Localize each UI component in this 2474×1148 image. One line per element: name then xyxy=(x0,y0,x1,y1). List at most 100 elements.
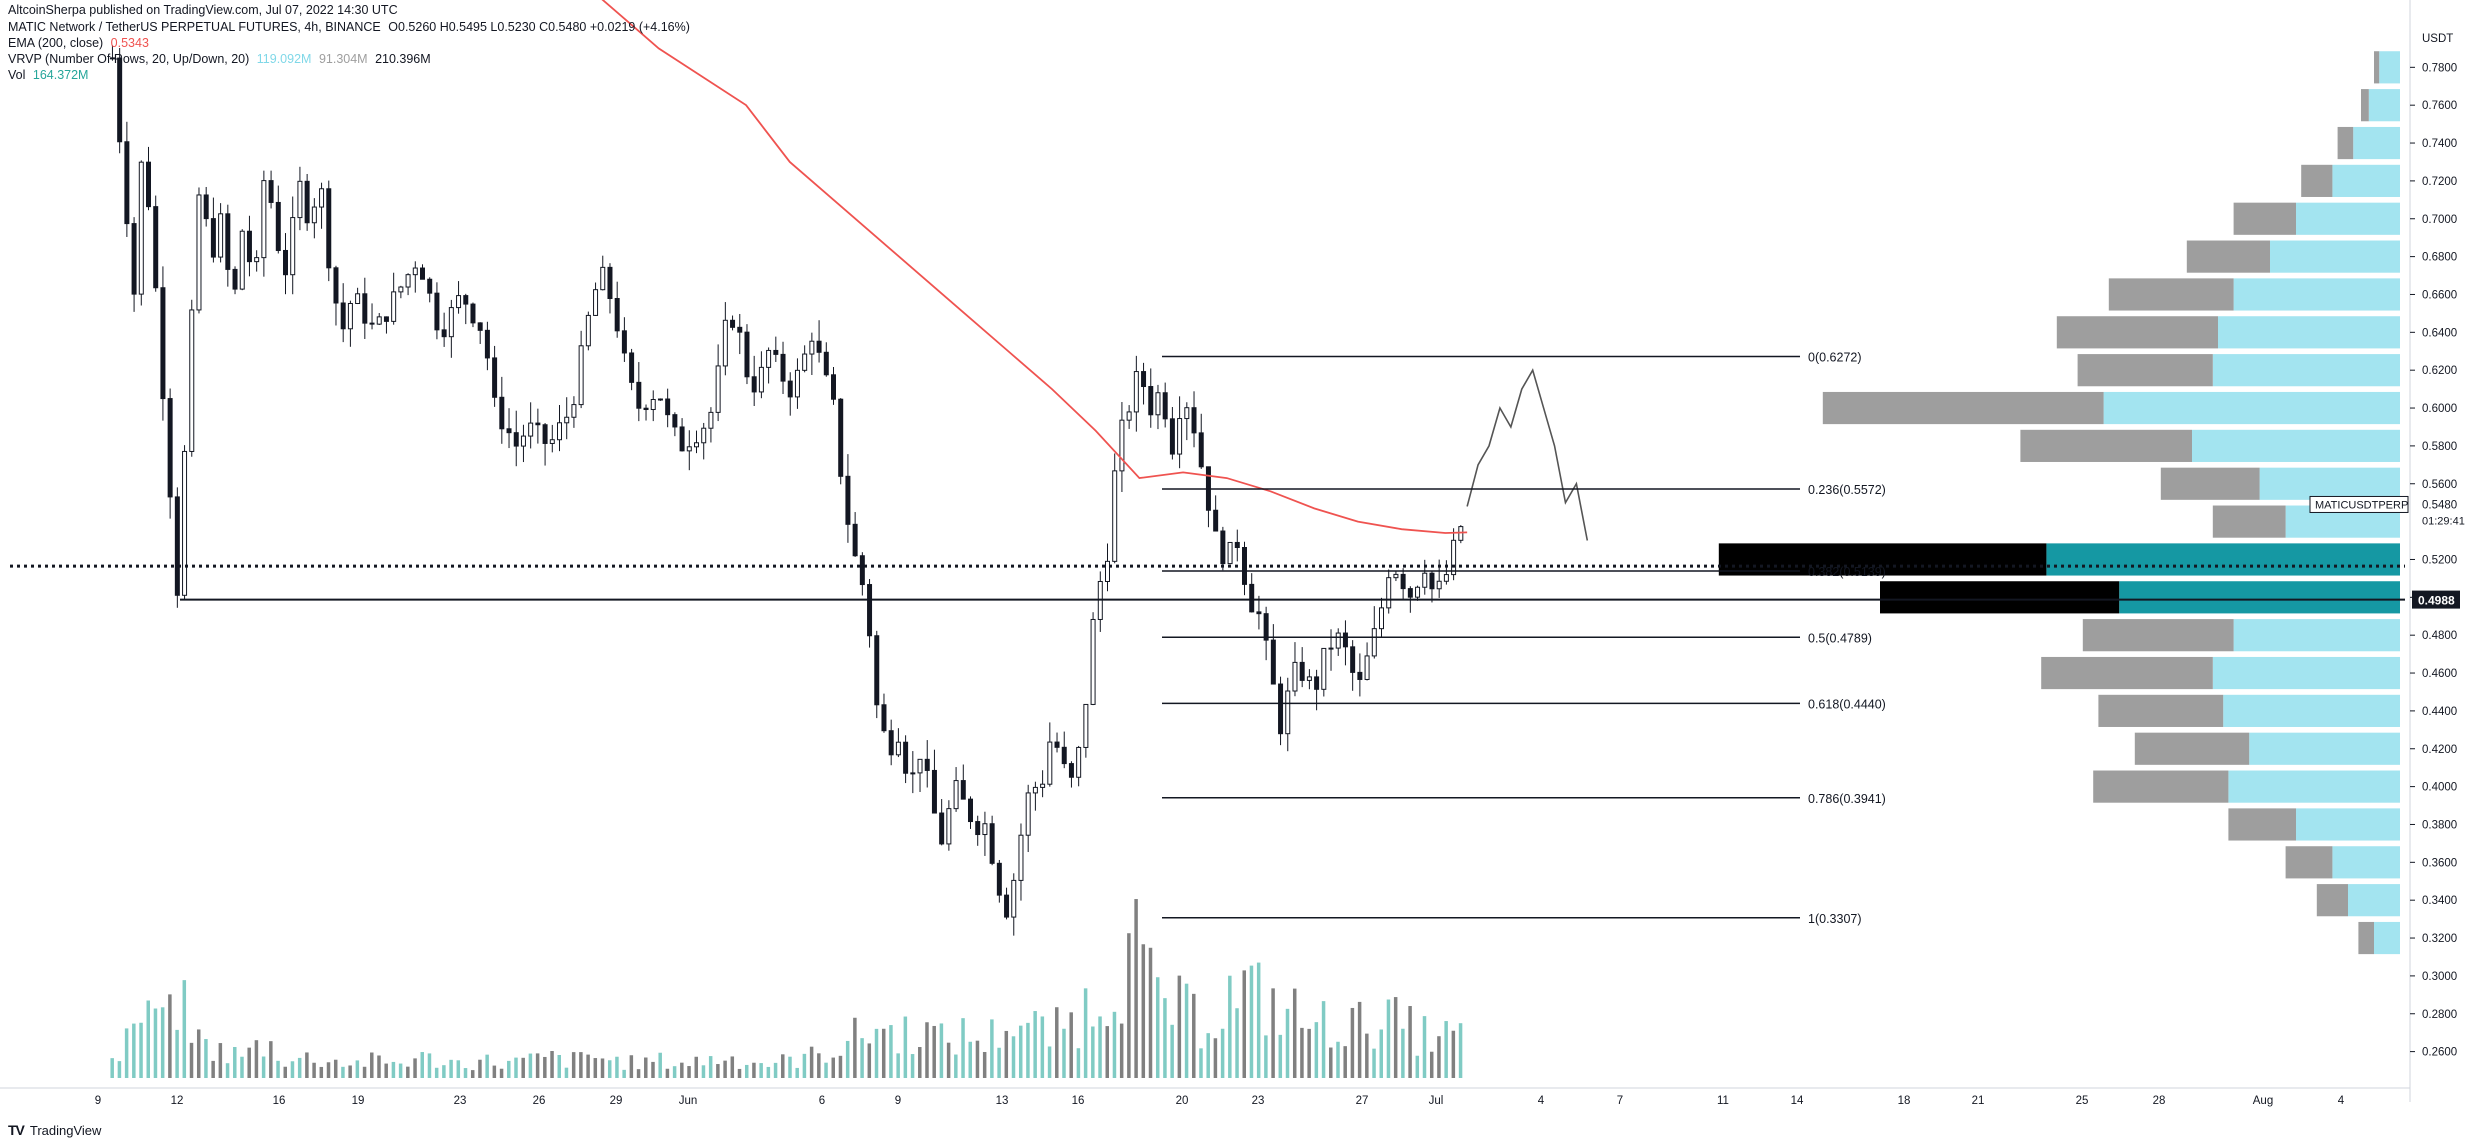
price-tick-label: 0.6000 xyxy=(2422,403,2457,415)
volume-profile-down xyxy=(2358,921,2374,955)
time-tick-label: Jun xyxy=(679,1095,698,1107)
candle-body xyxy=(239,230,245,290)
volume-bar xyxy=(593,1058,598,1078)
candle-body xyxy=(794,369,800,398)
vrvp-total-value: 210.396M xyxy=(375,52,431,66)
volume-profile-up xyxy=(2368,89,2400,122)
candle-body xyxy=(441,329,447,338)
volume-profile-up xyxy=(2046,543,2400,576)
volume-bar xyxy=(571,1052,576,1078)
ema-legend[interactable]: EMA (200, close) 0.5343 xyxy=(8,35,153,51)
volume-profile-up xyxy=(2192,429,2400,462)
volume-bar xyxy=(1429,1051,1434,1078)
candle-body xyxy=(290,217,296,276)
candle-body xyxy=(766,349,772,368)
candle-body xyxy=(1357,671,1363,680)
volume-profile-down xyxy=(2093,770,2229,803)
volume-profile-down xyxy=(2082,619,2234,652)
candle-body xyxy=(261,180,267,259)
volume-bar xyxy=(1098,1016,1102,1078)
time-axis: 9 12 16 19 23 26 29 Jun 6 9 13 16 20 23 27 Jul 4 7 11 14 18 2… xyxy=(0,1087,2410,1107)
candle-body xyxy=(1335,632,1341,649)
volume-bar xyxy=(1415,1055,1420,1078)
volume-bar xyxy=(326,1062,331,1078)
tradingview-footer[interactable]: TV TradingView xyxy=(8,1122,101,1138)
candle-body xyxy=(1270,639,1276,685)
candle-body xyxy=(340,302,346,330)
time-tick-label: 9 xyxy=(895,1095,901,1107)
vrvp-up-value: 119.092M xyxy=(256,52,312,66)
candle-body xyxy=(1004,894,1010,918)
volume-bar xyxy=(1321,1001,1326,1078)
candlesticks xyxy=(109,45,1464,936)
price-tick-label: 0.4400 xyxy=(2422,706,2457,718)
volume-legend[interactable]: Vol 164.372M xyxy=(8,67,92,83)
volume-bar xyxy=(954,1054,958,1078)
volume-profile-up xyxy=(2223,694,2400,727)
volume-bar xyxy=(1372,1048,1376,1078)
volume-bar xyxy=(1184,983,1189,1078)
candle-body xyxy=(549,439,555,444)
candle-body xyxy=(1032,786,1038,794)
vrvp-legend[interactable]: VRVP (Number Of Rows, 20, Up/Down, 20) 1… xyxy=(8,51,435,67)
volume-bar xyxy=(485,1054,489,1078)
volume-bar xyxy=(1264,1035,1268,1078)
volume-profile-down xyxy=(2056,316,2218,349)
candle-body xyxy=(427,278,433,294)
time-tick-label: 7 xyxy=(1617,1095,1623,1107)
volume-bar xyxy=(1083,988,1088,1078)
candle-body xyxy=(520,435,526,447)
tradingview-logo-icon[interactable]: TV xyxy=(8,1122,25,1138)
volume-bar xyxy=(470,1070,475,1078)
volume-profile-up xyxy=(2296,808,2400,841)
volume-bar xyxy=(182,980,187,1078)
symbol-title[interactable]: MATIC Network / TetherUS PERPETUAL FUTUR… xyxy=(8,20,381,34)
symbol-legend[interactable]: MATIC Network / TetherUS PERPETUAL FUTUR… xyxy=(8,19,694,35)
tradingview-brand[interactable]: TradingView xyxy=(29,1122,102,1138)
candle-body xyxy=(1047,741,1053,785)
price-tick-label: 0.4200 xyxy=(2422,744,2457,756)
fib-level-label: 0(0.6272) xyxy=(1808,351,1862,365)
volume-bar xyxy=(1314,1022,1319,1078)
vrvp-down-value: 91.304M xyxy=(318,52,368,66)
price-tick-label: 0.5600 xyxy=(2422,479,2457,491)
volume-bar xyxy=(348,1065,352,1078)
volume-bar xyxy=(629,1055,634,1078)
volume-profile-up xyxy=(2332,846,2400,879)
ema-label[interactable]: EMA (200, close) xyxy=(8,36,104,50)
candle-body xyxy=(1040,783,1046,788)
volume-bar xyxy=(1228,975,1232,1078)
candle-body xyxy=(910,772,916,775)
volume-profile-down xyxy=(1718,543,2047,576)
volume-bar xyxy=(543,1056,547,1078)
time-tick-label: 13 xyxy=(996,1095,1009,1107)
forecast-path xyxy=(1466,368,1589,541)
volume-profile-up xyxy=(2233,619,2400,652)
volume-bar xyxy=(319,1066,324,1078)
volume-bar xyxy=(355,1060,360,1078)
volume-bar xyxy=(1119,1023,1124,1078)
time-tick-label: 19 xyxy=(352,1095,365,1107)
volume-bar xyxy=(528,1053,533,1078)
volume-bar xyxy=(817,1053,821,1078)
volume-bar xyxy=(903,1016,908,1078)
candle-body xyxy=(1422,572,1428,588)
time-tick-label: 25 xyxy=(2076,1095,2089,1107)
time-tick-label: 27 xyxy=(1356,1095,1369,1107)
vrvp-label[interactable]: VRVP (Number Of Rows, 20, Up/Down, 20) xyxy=(8,52,250,66)
candle-body xyxy=(470,303,476,324)
volume-bar xyxy=(773,1062,778,1078)
volume-bar xyxy=(333,1059,338,1078)
volume-bar xyxy=(1055,1007,1059,1078)
volume-bar xyxy=(867,1043,872,1078)
vol-label[interactable]: Vol xyxy=(8,68,26,82)
candle-body xyxy=(311,206,317,224)
volume-bar xyxy=(478,1059,482,1078)
time-tick-label: Aug xyxy=(2253,1095,2273,1107)
time-tick-label: 21 xyxy=(1972,1095,1985,1107)
candle-body xyxy=(1299,661,1305,681)
candle-body xyxy=(939,812,945,845)
volume-bar xyxy=(110,1058,114,1078)
volume-bar xyxy=(341,1066,345,1078)
